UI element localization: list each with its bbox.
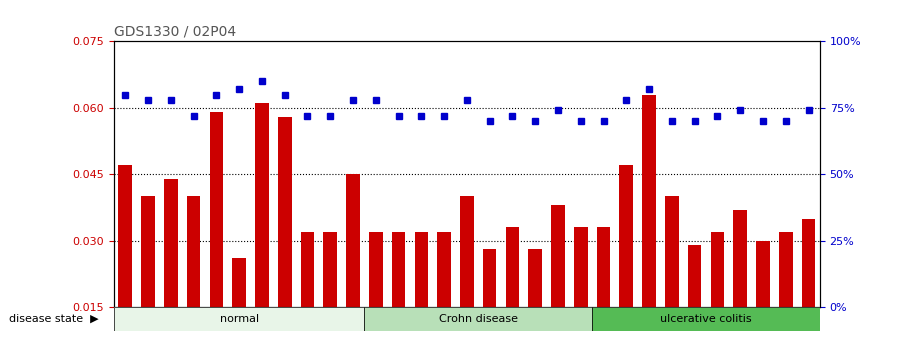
Bar bbox=[506, 227, 519, 345]
Text: disease state  ▶: disease state ▶ bbox=[9, 314, 98, 324]
Bar bbox=[164, 179, 178, 345]
Bar bbox=[665, 196, 679, 345]
Bar bbox=[642, 95, 656, 345]
Bar bbox=[114, 307, 364, 331]
Bar bbox=[301, 232, 314, 345]
Bar bbox=[551, 205, 565, 345]
Bar bbox=[460, 196, 474, 345]
Bar bbox=[210, 112, 223, 345]
Text: normal: normal bbox=[220, 314, 259, 324]
Bar bbox=[415, 232, 428, 345]
Bar bbox=[711, 232, 724, 345]
Bar bbox=[437, 232, 451, 345]
Bar bbox=[346, 174, 360, 345]
Bar bbox=[779, 232, 793, 345]
Bar bbox=[802, 218, 815, 345]
Bar bbox=[141, 196, 155, 345]
Bar bbox=[323, 232, 337, 345]
Bar bbox=[619, 165, 633, 345]
Text: ulcerative colitis: ulcerative colitis bbox=[660, 314, 752, 324]
Bar bbox=[756, 241, 770, 345]
Bar bbox=[278, 117, 292, 345]
Bar bbox=[592, 307, 820, 331]
Bar bbox=[733, 210, 747, 345]
Bar bbox=[187, 196, 200, 345]
Bar bbox=[597, 227, 610, 345]
Bar bbox=[483, 249, 496, 345]
Bar bbox=[232, 258, 246, 345]
Text: Crohn disease: Crohn disease bbox=[439, 314, 517, 324]
Bar bbox=[574, 227, 588, 345]
Bar bbox=[364, 307, 592, 331]
Text: GDS1330 / 02P04: GDS1330 / 02P04 bbox=[114, 25, 236, 39]
Bar bbox=[688, 245, 701, 345]
Bar bbox=[369, 232, 383, 345]
Bar bbox=[118, 165, 132, 345]
Bar bbox=[392, 232, 405, 345]
Bar bbox=[528, 249, 542, 345]
Bar bbox=[255, 104, 269, 345]
